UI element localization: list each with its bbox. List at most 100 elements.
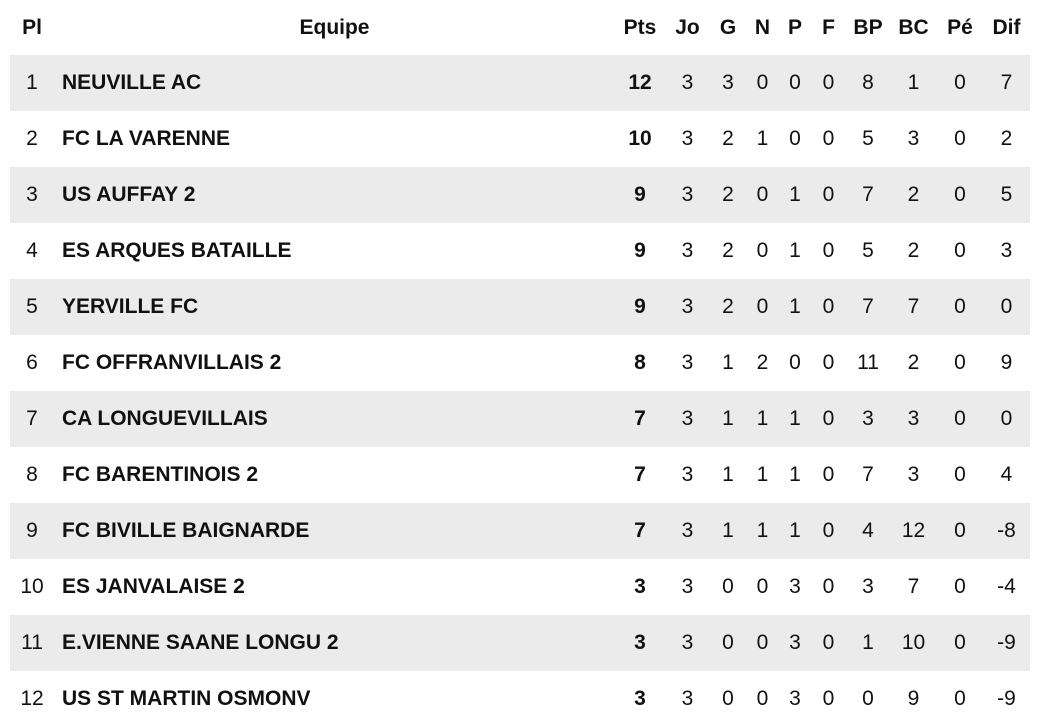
forfeit-cell: 0 xyxy=(822,687,835,710)
header-goals-for: BP xyxy=(853,15,883,39)
goal-diff-cell: 4 xyxy=(1000,463,1013,486)
team-cell: NEUVILLE AC xyxy=(62,71,202,94)
played-cell: 3 xyxy=(681,575,694,598)
table-row: 7 CA LONGUEVILLAIS 7 3 1 1 1 0 3 3 0 0 xyxy=(10,391,1030,447)
drawn-cell: 0 xyxy=(756,687,769,710)
forfeit-cell: 0 xyxy=(822,631,835,654)
goals-against-cell: 2 xyxy=(907,239,920,262)
lost-cell: 1 xyxy=(789,519,801,542)
penalty-cell: 0 xyxy=(954,687,966,710)
lost-cell: 1 xyxy=(789,183,801,206)
header-won: G xyxy=(719,15,737,39)
rank-cell: 10 xyxy=(20,575,44,598)
table-body: 1 NEUVILLE AC 12 3 3 0 0 0 8 1 0 7 2 FC LA VARENNE 10 3… xyxy=(10,55,1030,727)
goals-against-cell: 10 xyxy=(901,631,926,654)
lost-cell: 0 xyxy=(789,127,801,150)
goals-for-cell: 5 xyxy=(862,239,874,262)
header-drawn: N xyxy=(754,15,771,39)
rank-cell: 4 xyxy=(26,239,38,262)
goals-for-cell: 8 xyxy=(862,71,874,94)
played-cell: 3 xyxy=(681,351,694,374)
played-cell: 3 xyxy=(681,407,694,430)
penalty-cell: 0 xyxy=(954,295,966,318)
lost-cell: 0 xyxy=(789,71,801,94)
won-cell: 2 xyxy=(722,295,734,318)
header-penalty: Pé xyxy=(947,15,973,39)
table-row: 9 FC BIVILLE BAIGNARDE 7 3 1 1 1 0 4 12 0 -8 xyxy=(10,503,1030,559)
lost-cell: 1 xyxy=(789,239,801,262)
points-cell: 9 xyxy=(634,183,646,206)
team-cell: CA LONGUEVILLAIS xyxy=(62,407,268,430)
rank-cell: 1 xyxy=(26,71,38,94)
table-row: 5 YERVILLE FC 9 3 2 0 1 0 7 7 0 0 xyxy=(10,279,1030,335)
forfeit-cell: 0 xyxy=(822,463,835,486)
penalty-cell: 0 xyxy=(954,351,966,374)
goals-against-cell: 2 xyxy=(907,351,920,374)
drawn-cell: 0 xyxy=(756,71,769,94)
header-forfeit: F xyxy=(822,15,835,39)
penalty-cell: 0 xyxy=(954,631,966,654)
goal-diff-cell: -9 xyxy=(997,687,1016,710)
won-cell: 0 xyxy=(722,575,734,598)
goal-diff-cell: 9 xyxy=(1000,351,1013,374)
header-played: Jo xyxy=(675,15,700,39)
won-cell: 1 xyxy=(722,407,734,430)
won-cell: 2 xyxy=(722,183,734,206)
goals-for-cell: 7 xyxy=(862,463,874,486)
drawn-cell: 0 xyxy=(756,183,769,206)
drawn-cell: 0 xyxy=(756,295,769,318)
drawn-cell: 2 xyxy=(756,351,769,374)
penalty-cell: 0 xyxy=(954,575,966,598)
team-cell: FC BARENTINOIS 2 xyxy=(62,463,259,486)
team-cell: YERVILLE FC xyxy=(62,295,199,318)
goals-for-cell: 3 xyxy=(862,407,874,430)
played-cell: 3 xyxy=(681,183,694,206)
points-cell: 3 xyxy=(634,687,646,710)
goals-for-cell: 7 xyxy=(862,295,874,318)
points-cell: 7 xyxy=(634,519,646,542)
won-cell: 2 xyxy=(722,239,734,262)
points-cell: 8 xyxy=(634,351,646,374)
team-cell: US ST MARTIN OSMONV xyxy=(62,687,311,710)
played-cell: 3 xyxy=(681,687,694,710)
goals-against-cell: 3 xyxy=(907,127,920,150)
table-row: 1 NEUVILLE AC 12 3 3 0 0 0 8 1 0 7 xyxy=(10,55,1030,111)
forfeit-cell: 0 xyxy=(822,295,835,318)
rank-cell: 8 xyxy=(26,463,38,486)
drawn-cell: 1 xyxy=(756,407,769,430)
played-cell: 3 xyxy=(681,463,694,486)
rank-cell: 6 xyxy=(26,351,38,374)
forfeit-cell: 0 xyxy=(822,239,835,262)
won-cell: 2 xyxy=(722,127,734,150)
won-cell: 3 xyxy=(722,71,734,94)
goals-against-cell: 1 xyxy=(907,71,920,94)
played-cell: 3 xyxy=(681,71,694,94)
goal-diff-cell: -8 xyxy=(997,519,1016,542)
team-cell: E.VIENNE SAANE LONGU 2 xyxy=(62,631,339,654)
penalty-cell: 0 xyxy=(954,127,966,150)
goal-diff-cell: 5 xyxy=(1000,183,1013,206)
lost-cell: 3 xyxy=(789,687,801,710)
goals-for-cell: 5 xyxy=(862,127,874,150)
penalty-cell: 0 xyxy=(954,239,966,262)
goals-for-cell: 1 xyxy=(862,631,874,654)
goals-for-cell: 3 xyxy=(862,575,874,598)
rank-cell: 9 xyxy=(26,519,38,542)
lost-cell: 1 xyxy=(789,295,801,318)
goal-diff-cell: 0 xyxy=(1000,407,1013,430)
lost-cell: 0 xyxy=(789,351,801,374)
header-rank: Pl xyxy=(22,15,42,39)
drawn-cell: 1 xyxy=(756,519,769,542)
header-points: Pts xyxy=(623,15,657,39)
standings-table: Pl Equipe Pts Jo G N P F BP BC Pé Dif 1 NEUVILLE AC 1… xyxy=(10,0,1030,727)
lost-cell: 1 xyxy=(789,463,801,486)
goal-diff-cell: -4 xyxy=(997,575,1016,598)
goals-for-cell: 4 xyxy=(862,519,874,542)
team-cell: FC LA VARENNE xyxy=(62,127,230,150)
goals-for-cell: 0 xyxy=(862,687,874,710)
forfeit-cell: 0 xyxy=(822,127,835,150)
drawn-cell: 1 xyxy=(756,127,769,150)
played-cell: 3 xyxy=(681,519,694,542)
table-row: 12 US ST MARTIN OSMONV 3 3 0 0 3 0 0 9 0 -9 xyxy=(10,671,1030,727)
